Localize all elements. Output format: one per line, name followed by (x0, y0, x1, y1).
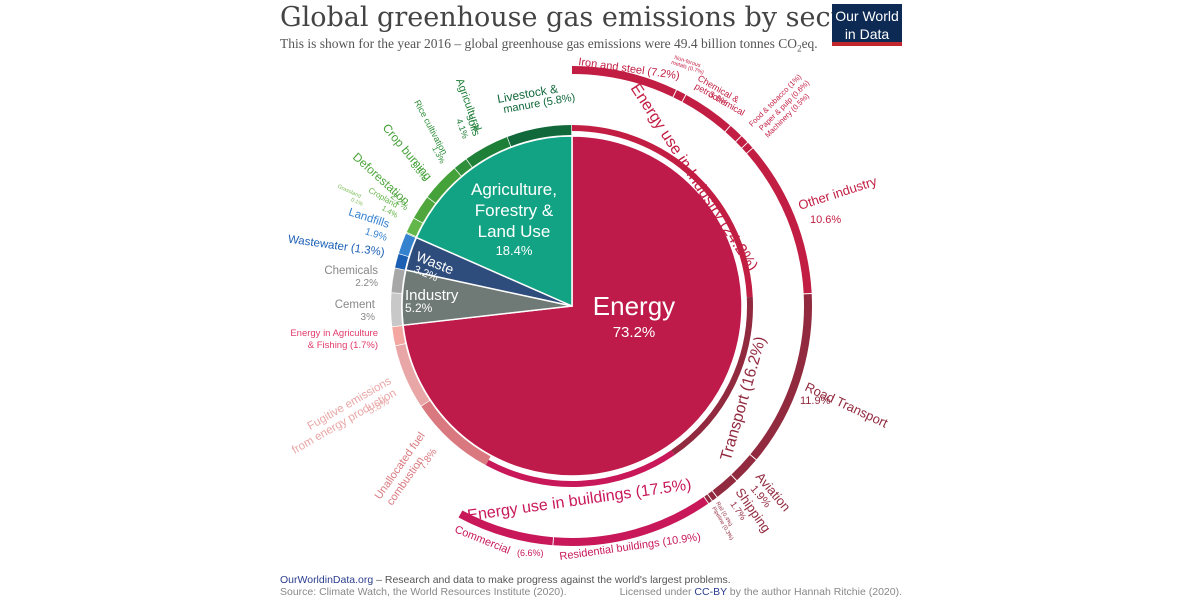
label-road-transport-value: 11.9% (800, 395, 831, 407)
label-grassland: Grassland (336, 184, 361, 200)
subsector-arc-wastewater-1-3 (395, 254, 409, 270)
subsector-arc-rice-cultivation (454, 159, 472, 176)
sector-label-afolu-line2: Forestry & (475, 201, 554, 220)
sector-value-industry: 5.2% (405, 301, 433, 315)
subsector-arc-agricultural-soils (466, 137, 511, 168)
subsector-arc-machinery-0-5 (742, 142, 753, 153)
tagline-text: – Research and data to make progress aga… (373, 574, 731, 586)
footer-license: Licensed under CC-BY by the author Hanna… (620, 586, 902, 598)
subsector-arc-paper-pulp-0-6 (736, 136, 748, 148)
site-link[interactable]: OurWorldinData.org (280, 574, 374, 586)
sector-label-energy: Energy (593, 291, 675, 321)
sector-label-afolu-line1: Agriculture, (471, 180, 557, 199)
subsector-arc-energy-in-agriculture-fishing-1-7 (392, 325, 406, 346)
ring-arc-energy-use-in-industry-24-2 (571, 125, 753, 298)
logo-line-2: in Data (844, 26, 890, 42)
ring-arc-energy-use-in-buildings-17-5 (485, 450, 675, 487)
label-commercial-value: (6.6%) (517, 548, 544, 558)
subsector-arc-fugitive-emissions-from-energy-production (395, 343, 430, 406)
subsector-arc-shipping (712, 475, 737, 497)
subsector-arc-livestock-manure-5-8 (507, 125, 572, 147)
subtitle-unit: eq. (801, 36, 818, 51)
subsector-arc-chemical-petrochemical (682, 94, 730, 132)
label-grassland-value: 0.1% (350, 197, 364, 208)
license-credit: by the author Hannah Ritchie (2020). (726, 586, 902, 598)
label-unallocated-value: 7.8% (417, 447, 439, 472)
sector-value-afolu: 18.4% (496, 243, 533, 258)
ring-arc-transport-16-2 (671, 296, 753, 456)
subsector-arc-cement (391, 293, 403, 327)
subsector-arc-chemicals (391, 268, 405, 294)
footer-tagline: OurWorldinData.org – Research and data t… (280, 574, 731, 586)
subsector-arc-commercial (458, 510, 554, 546)
subsector-arc-landfills (398, 233, 416, 257)
chart-title: Global greenhouse gas emissions by secto… (280, 2, 871, 33)
subsector-arc-rail-0-4 (707, 491, 717, 501)
label-cement-value: 3% (361, 312, 376, 323)
subsector-arc-cropland (406, 218, 423, 237)
license-text: Licensed under (619, 586, 695, 598)
sector-value-energy: 73.2% (613, 324, 656, 341)
subsector-arc-crop-burning (427, 168, 461, 203)
label-energy-agri-line1: Energy in Agriculture (290, 328, 378, 339)
subsector-arc-other-industry (746, 148, 812, 294)
logo-line-1: Our World (835, 8, 899, 24)
subsector-arc-road-transport (750, 293, 812, 460)
sector-label-afolu-line3: Land Use (478, 222, 551, 241)
subsector-arc-deforestation (413, 197, 436, 223)
subsector-arc-iron-and-steel-7-2 (571, 66, 677, 97)
subtitle-text: This is shown for the year 2016 – global… (280, 36, 798, 51)
label-energy-agri-line2: & Fishing (1.7%) (308, 340, 378, 351)
subsector-arc-food-tobacco-1 (725, 125, 742, 142)
license-link[interactable]: CC-BY (694, 586, 727, 598)
subsector-arc-unallocated-fuel-combustion (421, 400, 491, 466)
label-chemicals-value: 2.2% (355, 278, 378, 289)
chart-subtitle: This is shown for the year 2016 – global… (280, 36, 818, 54)
sector-wedge-agriculture-forestry-land-use (415, 135, 573, 308)
subtitle-subscript: 2 (797, 43, 802, 54)
label-other-industry-value: 10.6% (810, 214, 841, 226)
subsector-arc-pipeline-0-3 (704, 494, 712, 504)
label-other-industry: Other industry (796, 173, 879, 213)
footer-source: Source: Climate Watch, the World Resourc… (280, 586, 567, 598)
subsector-arc-residential-buildings-10-9 (553, 497, 709, 546)
sector-label-industry: Industry (405, 287, 459, 304)
subsector-arc-non-ferous-metals-0-7 (673, 90, 686, 102)
label-cement: Cement (335, 299, 376, 311)
owid-logo[interactable]: Our World in Data (832, 4, 902, 46)
subsector-arc-aviation (731, 454, 756, 481)
label-chemicals: Chemicals (324, 265, 378, 277)
